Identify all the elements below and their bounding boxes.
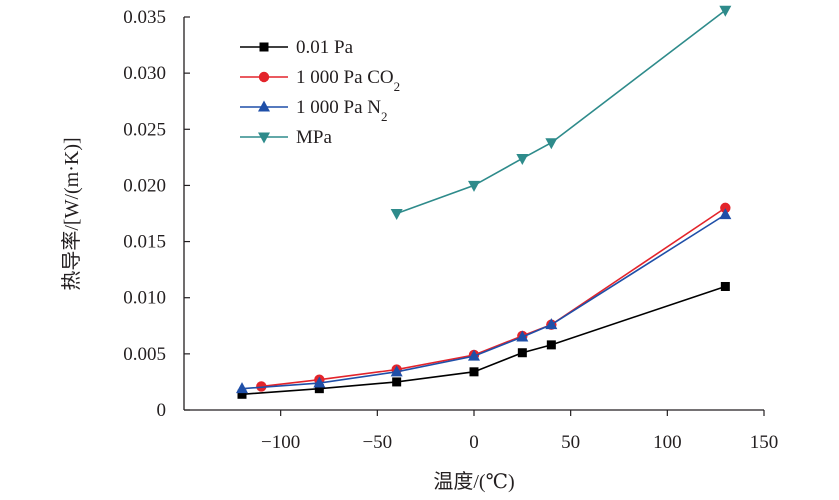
data-point bbox=[468, 180, 480, 192]
plot-area: 0 0.005 0.010 0.015 0.020 0.025 0.030 0.035 −10… bbox=[123, 5, 778, 453]
legend-label: 1 000 Pa CO2 bbox=[296, 67, 400, 94]
legend-label: MPa bbox=[296, 127, 332, 148]
y-tick-label: 0.030 bbox=[123, 63, 166, 84]
data-point bbox=[545, 318, 558, 330]
y-tick-label: 0.005 bbox=[123, 344, 166, 365]
series-group bbox=[256, 202, 731, 392]
x-axis-ticks: −100 −50 0 50 100 150 bbox=[261, 410, 778, 453]
legend: 0.01 Pa 1 000 Pa CO2 1 000 Pa N2 MPa bbox=[240, 37, 400, 148]
legend-item: 0.01 Pa bbox=[240, 37, 354, 58]
data-point bbox=[256, 381, 267, 392]
legend-swatch-marker bbox=[258, 132, 270, 144]
y-axis-title: 热导率/[W/(m·K)] bbox=[60, 137, 83, 290]
data-point bbox=[719, 5, 732, 17]
legend-item: MPa bbox=[240, 127, 332, 148]
x-tick-label: −100 bbox=[261, 432, 300, 453]
series-group bbox=[237, 281, 730, 399]
legend-label: 1 000 Pa N2 bbox=[296, 97, 387, 124]
series-line bbox=[241, 213, 726, 390]
data-point bbox=[720, 281, 730, 291]
series-group bbox=[390, 5, 732, 220]
data-point bbox=[468, 349, 480, 361]
legend-swatch-marker bbox=[258, 71, 270, 83]
series-layer bbox=[236, 5, 732, 399]
x-tick-label: −50 bbox=[362, 432, 392, 453]
series-group bbox=[236, 208, 732, 394]
y-tick-label: 0.035 bbox=[123, 7, 166, 28]
y-tick-label: 0 bbox=[157, 400, 167, 421]
y-tick-label: 0.015 bbox=[123, 232, 166, 253]
data-point bbox=[390, 209, 403, 220]
x-axis-title: 温度/(℃) bbox=[433, 470, 514, 493]
data-point bbox=[516, 330, 529, 342]
data-point bbox=[719, 208, 732, 220]
legend-swatch-marker bbox=[258, 100, 270, 112]
data-point bbox=[314, 384, 324, 394]
legend-item: 1 000 Pa CO2 bbox=[240, 67, 400, 94]
legend-item: 1 000 Pa N2 bbox=[240, 97, 387, 124]
data-point bbox=[236, 382, 248, 394]
data-point bbox=[237, 389, 247, 399]
data-point bbox=[720, 202, 731, 214]
data-point bbox=[517, 348, 527, 358]
x-tick-label: 0 bbox=[469, 432, 479, 453]
y-tick-label: 0.025 bbox=[123, 119, 166, 140]
data-point bbox=[469, 367, 479, 377]
y-tick-label: 0.010 bbox=[123, 288, 166, 309]
data-point bbox=[390, 365, 403, 377]
data-point bbox=[313, 376, 326, 388]
y-tick-label: 0.020 bbox=[123, 175, 166, 196]
x-tick-label: 50 bbox=[561, 432, 580, 453]
series-line bbox=[261, 207, 726, 388]
x-tick-label: 100 bbox=[653, 432, 682, 453]
data-point bbox=[546, 340, 556, 350]
series-line bbox=[396, 9, 726, 215]
x-tick-label: 150 bbox=[750, 432, 779, 453]
legend-swatch-marker bbox=[259, 42, 269, 52]
data-point bbox=[392, 377, 402, 387]
data-point bbox=[545, 138, 558, 150]
data-point bbox=[516, 153, 529, 165]
y-axis-ticks: 0 0.005 0.010 0.015 0.020 0.025 0.030 0.035 bbox=[123, 7, 190, 421]
legend-label: 0.01 Pa bbox=[296, 37, 354, 58]
